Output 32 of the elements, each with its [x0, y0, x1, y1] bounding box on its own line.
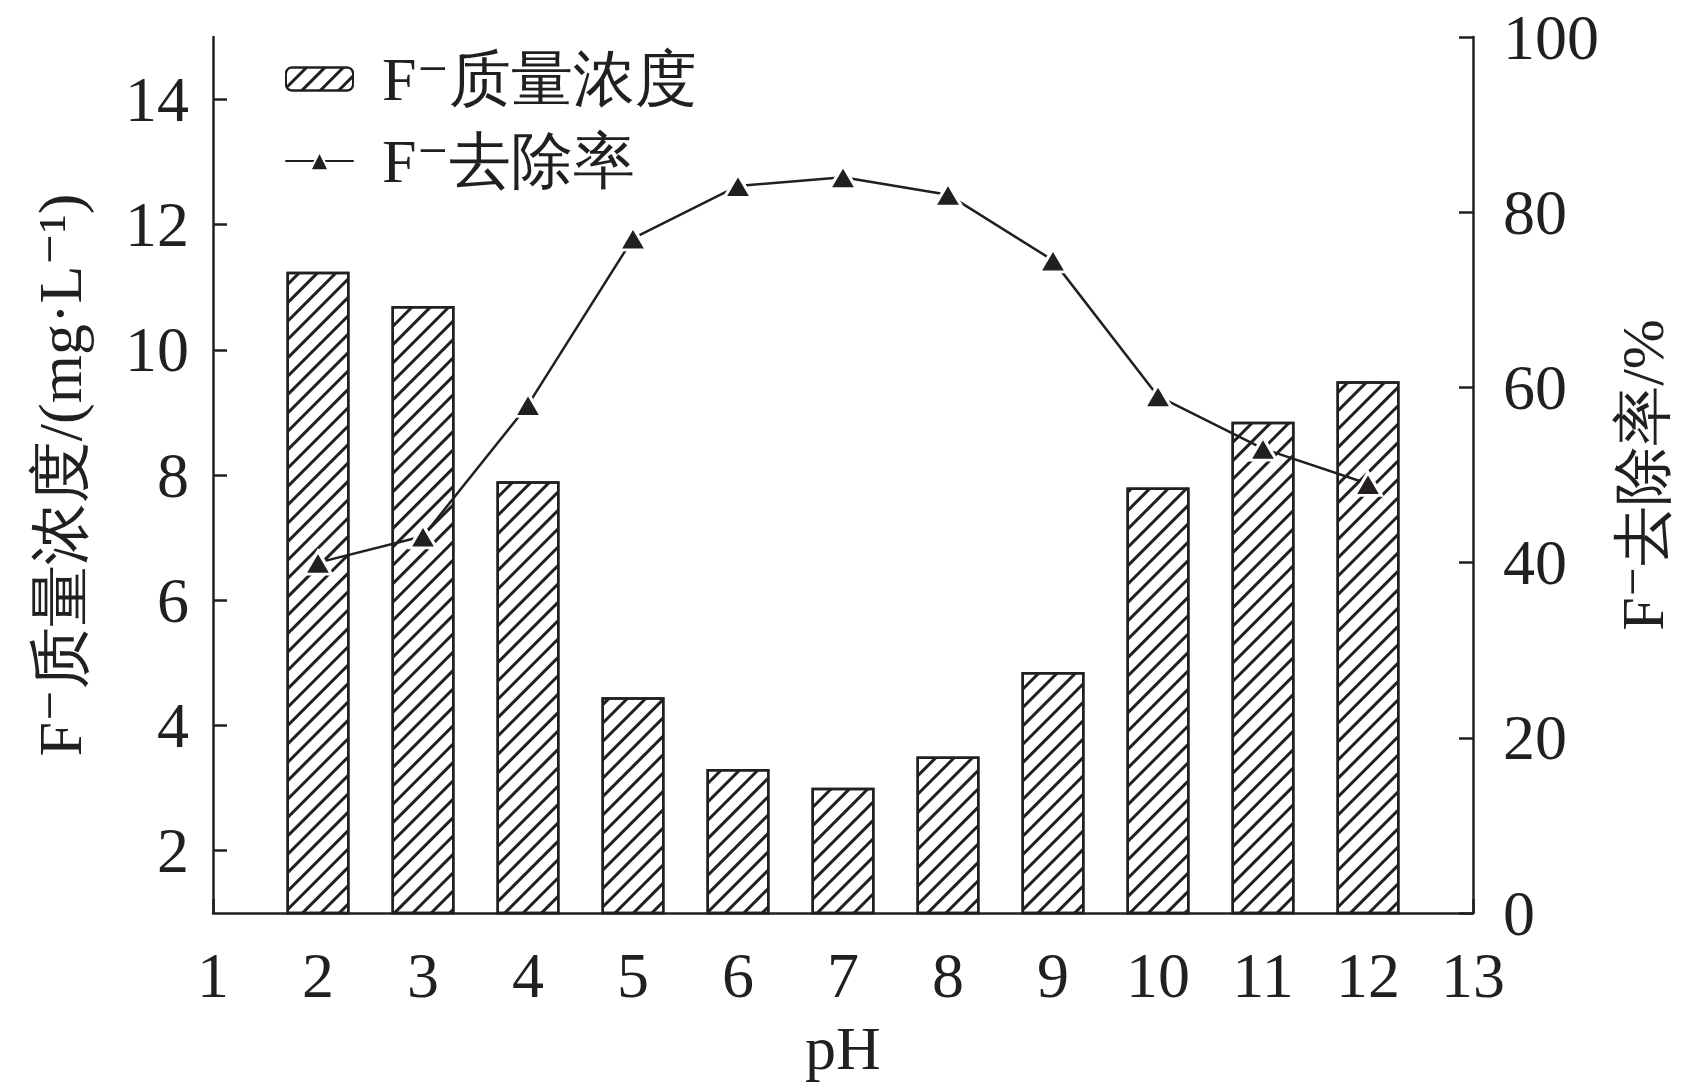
y-tick-label: 8 — [157, 439, 189, 511]
x-tick-label: 5 — [617, 939, 649, 1011]
x-tick-label: 12 — [1336, 939, 1400, 1011]
y-tick-label: 6 — [157, 564, 189, 636]
y2-tick-label: 0 — [1503, 877, 1535, 949]
y2-tick-label: 80 — [1503, 176, 1567, 248]
y-tick-label: 14 — [125, 64, 189, 136]
x-tick-label: 11 — [1232, 939, 1294, 1011]
x-tick-label: 7 — [827, 939, 859, 1011]
x-axis-title: pH — [805, 1014, 881, 1082]
x-tick-label: 9 — [1037, 939, 1069, 1011]
x-tick-label: 3 — [407, 939, 439, 1011]
y-tick-label: 4 — [157, 689, 189, 761]
x-tick-label: 6 — [722, 939, 754, 1011]
y2-tick-label: 20 — [1503, 702, 1567, 774]
point — [303, 549, 333, 576]
y2-tick-label: 100 — [1503, 1, 1599, 73]
y2-tick-label: 60 — [1503, 351, 1567, 423]
legend-label: F⁻去除率 — [382, 127, 636, 195]
y2-tick-label: 40 — [1503, 527, 1567, 599]
y-axis-title: F⁻质量浓度/(mg·L⁻¹) — [26, 193, 95, 757]
x-tick-label: 4 — [512, 939, 544, 1011]
y2-axis-title: F⁻去除率/% — [1610, 319, 1676, 631]
x-tick-label: 1 — [197, 939, 229, 1011]
legend-label: F⁻质量浓度 — [382, 45, 698, 113]
y-tick-label: 12 — [125, 189, 189, 261]
x-tick-label: 13 — [1441, 939, 1505, 1011]
x-tick-label: 2 — [302, 939, 334, 1011]
y-tick-label: 2 — [157, 814, 189, 886]
x-tick-label: 10 — [1126, 939, 1190, 1011]
y-tick-label: 10 — [125, 314, 189, 386]
x-tick-label: 8 — [932, 939, 964, 1011]
